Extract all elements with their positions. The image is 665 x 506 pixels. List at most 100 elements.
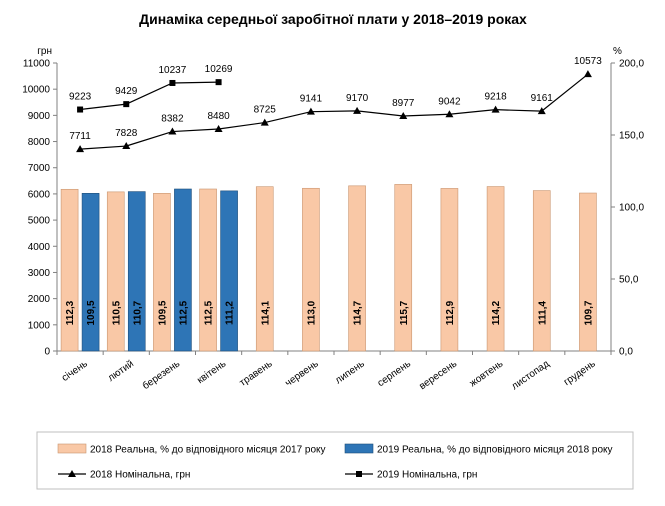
x-axis-category-label: січень	[60, 358, 90, 383]
legend-label: 2019 Реальна, % до відповідного місяця 2…	[377, 445, 613, 456]
legend-marker-square	[356, 471, 362, 477]
line-point-triangle	[583, 70, 592, 78]
line-value-label: 9218	[484, 92, 507, 103]
bar-value-label: 114,7	[353, 300, 364, 325]
line-point-triangle	[306, 107, 315, 115]
left-axis-tick-label: 6000	[28, 189, 51, 200]
line-value-label: 9170	[346, 93, 369, 104]
line-value-label: 10573	[574, 56, 602, 67]
data-labels: 112,3 109,5 110,5 110,7 109,5 112,5 112,5 111,2…	[65, 56, 602, 325]
series-line	[80, 73, 589, 150]
line-value-label: 8725	[254, 105, 277, 116]
right-axis-tick-label: 100,0	[619, 203, 644, 214]
right-axis-tick-label: 200,0	[619, 59, 644, 70]
x-axis-category-label: липень	[333, 358, 366, 386]
line-point-triangle	[491, 105, 500, 113]
line-value-label: 8382	[161, 114, 184, 125]
x-axis-category-label: грудень	[562, 358, 598, 388]
x-axis-category-label: серпень	[376, 358, 413, 389]
bars	[60, 184, 597, 352]
bar-value-label: 109,7	[583, 300, 594, 325]
right-axis-tick-label: 0,0	[619, 347, 633, 358]
line-value-label: 8480	[207, 111, 230, 122]
line-point-triangle	[537, 107, 546, 115]
line-value-label: 9161	[531, 93, 554, 104]
bar-value-label: 114,2	[491, 300, 502, 325]
bar	[174, 188, 192, 352]
line-value-label: 8977	[392, 98, 415, 109]
bar	[255, 186, 274, 352]
left-axis-unit: грн	[37, 46, 52, 57]
bar-value-label: 112,5	[204, 300, 215, 325]
bar-value-label: 109,5	[157, 300, 168, 325]
left-axis-tick-label: 7000	[28, 163, 51, 174]
left-axis-tick-label: 2000	[28, 294, 51, 305]
legend-marker-triangle	[68, 470, 76, 477]
legend-swatch-bar-peach	[57, 443, 87, 454]
line-value-label: 9223	[69, 92, 92, 103]
bar	[348, 185, 366, 352]
bar-value-label: 115,7	[399, 300, 410, 325]
bar	[60, 188, 79, 352]
left-axis-tick-label: 5000	[28, 216, 51, 227]
line-value-label: 9042	[438, 96, 461, 107]
left-axis-tick-label: 11000	[23, 59, 51, 70]
left-axis-tick-label: 1000	[28, 320, 51, 331]
bar	[440, 188, 459, 352]
bar	[127, 191, 146, 352]
bar-value-label: 114,1	[260, 300, 271, 325]
bar-value-label: 113,0	[306, 300, 317, 325]
bar	[106, 191, 125, 352]
bar	[532, 190, 551, 352]
bar-value-label: 112,3	[65, 300, 76, 325]
chart-title: Динаміка середньої заробітної плати у 20…	[139, 11, 527, 27]
bar	[302, 187, 320, 352]
line-point-square	[123, 101, 130, 108]
line-point-square	[169, 79, 176, 86]
legend: 2018 Реальна, % до відповідного місяця 2…	[36, 431, 634, 490]
line-value-label: 7711	[69, 131, 91, 142]
left-axis-tick-label: 0	[44, 347, 50, 358]
line-point-triangle	[122, 142, 131, 150]
line-point-square	[215, 79, 222, 86]
right-axis-tick-label: 50,0	[619, 275, 639, 286]
line-point-triangle	[260, 118, 269, 126]
left-axis-tick-label: 8000	[28, 137, 51, 148]
x-axis-category-label: листопад	[510, 358, 552, 392]
left-axis-tick-label: 3000	[28, 268, 51, 279]
bar	[394, 184, 413, 352]
bar-value-label: 111,2	[225, 301, 236, 325]
line-point-triangle	[76, 145, 85, 153]
legend-label: 2018 Реальна, % до відповідного місяця 2…	[90, 445, 326, 456]
line-value-label: 10237	[159, 65, 187, 76]
x-axis-category-label: вересень	[417, 358, 459, 392]
series-line	[80, 81, 219, 111]
bar-value-label: 110,7	[132, 300, 143, 325]
line-point-triangle	[399, 111, 408, 119]
legend-swatch-bar-blue	[344, 443, 374, 454]
right-axis-unit: %	[613, 46, 622, 57]
bar	[220, 190, 238, 352]
line-point-triangle	[214, 124, 223, 132]
left-axis-tick-label: 4000	[28, 242, 51, 253]
x-axis-category-label: лютий	[106, 358, 136, 384]
right-axis-tick-label: 150,0	[619, 131, 644, 142]
line-point-triangle	[168, 127, 177, 135]
line-value-label: 10269	[205, 64, 233, 75]
bar	[153, 193, 171, 352]
bar-value-label: 109,5	[86, 300, 97, 325]
line-value-label: 9141	[300, 94, 323, 105]
line-value-label: 9429	[115, 86, 138, 97]
bar-value-label: 110,5	[111, 300, 122, 325]
bar-value-label: 111,4	[537, 301, 548, 325]
bar	[486, 186, 505, 352]
legend-label: 2019 Номінальна, грн	[377, 470, 477, 481]
lines	[76, 70, 592, 153]
line-point-triangle	[353, 106, 362, 114]
legend-label: 2018 Номінальна, грн	[90, 470, 190, 481]
legend-box	[36, 431, 634, 490]
x-axis-category-label: травень	[238, 358, 275, 388]
x-axis-category-label: жовтень	[468, 358, 506, 389]
line-point-triangle	[445, 110, 454, 118]
